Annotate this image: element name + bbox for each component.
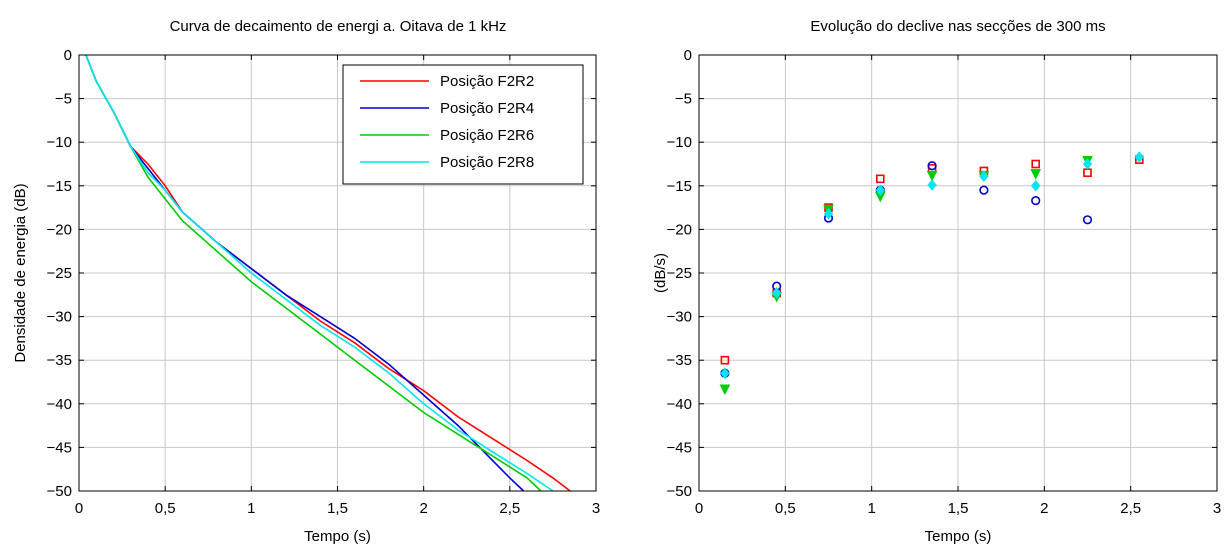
scatter-point-circle (1082, 215, 1093, 225)
scatter-point-diamond (927, 179, 937, 191)
x-tick-label: 2 (419, 500, 427, 517)
y-tick-label: −10 (667, 134, 692, 151)
scatter-point-diamond (823, 207, 834, 220)
chart-title: Evolução do declive nas secções de 300 m… (810, 18, 1105, 35)
chart-title: Curva de decaimento de energi a. Oitava … (170, 18, 507, 35)
x-tick-label: 1 (247, 500, 255, 517)
x-axis-label: Tempo (s) (925, 528, 992, 545)
y-axis-label: (dB/s) (652, 253, 669, 293)
scatter-point-square (1031, 159, 1040, 169)
slope-evolution-chart: Evolução do declive nas secções de 300 m… (652, 18, 1221, 545)
grid (698, 54, 1218, 492)
y-tick-label: −15 (47, 178, 72, 195)
series-line-4 (85, 54, 554, 492)
y-tick-label: −50 (47, 483, 72, 500)
scatter-point-square (875, 174, 885, 184)
scatter-point-diamond (772, 287, 782, 299)
x-tick-label: 1,5 (327, 500, 348, 517)
y-tick-label: −30 (47, 309, 72, 326)
x-tick-label: 0,5 (775, 500, 796, 517)
y-tick-label: 0 (684, 47, 692, 64)
scatter-point-circle (927, 161, 937, 171)
scatter-point-diamond (1082, 158, 1093, 170)
scatter-point-triangle-down (719, 384, 731, 396)
plot-area (719, 151, 1144, 396)
x-tick-label: 1 (867, 500, 875, 517)
y-axis-label: Densidade de energia (dB) (12, 183, 29, 362)
scatter-point-circle (979, 185, 989, 195)
x-tick-label: 3 (1213, 500, 1221, 517)
legend-entry-label: Posição F2R8 (440, 154, 534, 171)
legend: Posição F2R2 Posição F2R4 Posição F2R6 Posi… (342, 64, 584, 185)
scatter-point-triangle-down (926, 170, 938, 182)
y-tick-label: −45 (667, 439, 692, 456)
y-tick-label: −10 (47, 134, 72, 151)
y-tick-label: −45 (47, 439, 72, 456)
scatter-point-diamond (1031, 179, 1041, 192)
energy-decay-chart: Curva de decaimento de energi a. Oitava … (12, 18, 600, 545)
legend-entry-label: Posição F2R2 (440, 73, 534, 90)
scatter-point-diamond (979, 170, 989, 183)
scatter-point-circle (1031, 196, 1041, 206)
x-tick-label: 0 (75, 500, 83, 517)
x-tick-label: 0,5 (155, 500, 176, 517)
y-tick-label: −5 (675, 91, 692, 108)
x-tick-label: 3 (592, 500, 600, 517)
y-tick-label: −50 (667, 483, 692, 500)
y-tick-label: −20 (47, 221, 72, 238)
y-tick-label: −40 (667, 396, 692, 413)
x-tick-label: 2,5 (1120, 500, 1141, 517)
scatter-point-diamond (875, 184, 885, 196)
x-tick-label: 0 (695, 500, 703, 517)
legend-entry-label: Posição F2R4 (440, 100, 534, 117)
scatter-point-diamond (1134, 151, 1144, 163)
x-axis-label: Tempo (s) (304, 528, 371, 545)
y-tick-label: −35 (47, 352, 72, 369)
y-tick-label: −15 (667, 178, 692, 195)
scatter-point-diamond (720, 367, 730, 380)
y-tick-label: 0 (64, 47, 72, 64)
y-tick-label: −30 (667, 309, 692, 326)
scatter-point-square (1083, 168, 1092, 178)
tick-labels: 0 0,5 1 1,5 2 2,5 3 0 −5 −10 −15 −20 −25 −30 −35 −40 −45… (667, 47, 1222, 517)
legend-box (342, 64, 584, 185)
y-tick-label: −40 (47, 396, 72, 413)
x-tick-label: 2 (1040, 500, 1048, 517)
x-tick-label: 2,5 (499, 500, 520, 517)
y-tick-label: −25 (667, 265, 692, 282)
tick-labels: 0 0,5 1 1,5 2 2,5 3 0 −5 −10 −15 −20 −25 −30 −35 −40 −45… (47, 47, 601, 517)
y-tick-label: −35 (667, 352, 692, 369)
x-tick-label: 1,5 (948, 500, 969, 517)
plot-area (85, 54, 571, 492)
scatter-point-triangle-down (1030, 169, 1042, 180)
y-tick-label: −20 (667, 221, 692, 238)
y-tick-label: −25 (47, 265, 72, 282)
y-tick-label: −5 (55, 91, 72, 108)
scatter-point-square (720, 355, 730, 365)
legend-entry-label: Posição F2R6 (440, 127, 534, 144)
